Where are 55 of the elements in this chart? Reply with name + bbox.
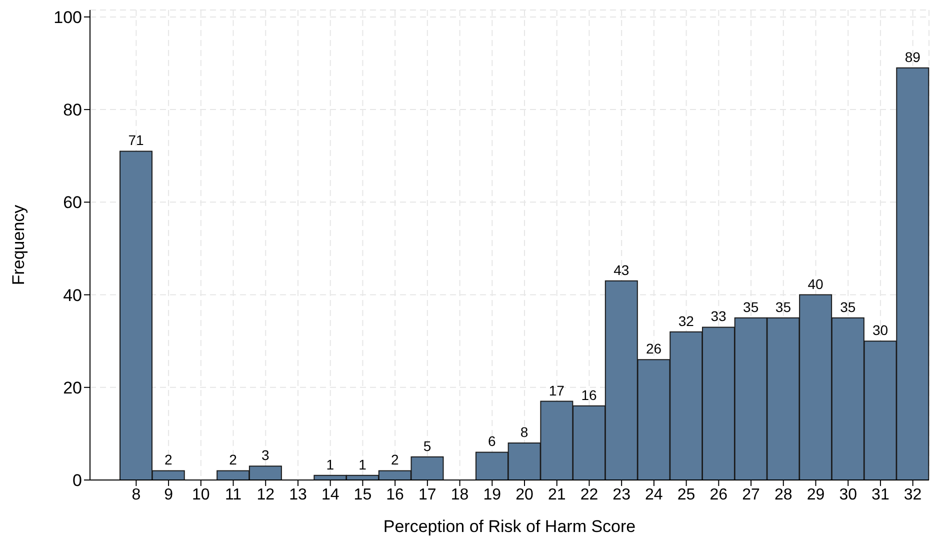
data-label: 26: [646, 340, 662, 357]
data-label: 17: [548, 382, 565, 398]
y-axis-title: Frequency: [9, 204, 28, 286]
x-tick-label: 15: [354, 486, 372, 504]
y-tick-label: 100: [54, 8, 82, 27]
y-tick-label: 0: [72, 471, 82, 490]
x-tick-label: 12: [256, 486, 275, 504]
data-label: 30: [872, 322, 888, 338]
y-tick-label: 60: [63, 193, 82, 212]
data-label: 35: [840, 298, 856, 315]
x-tick-label: 20: [516, 486, 534, 504]
x-tick-label: 24: [645, 486, 663, 504]
data-label: 33: [710, 308, 726, 324]
data-label: 16: [581, 386, 598, 403]
x-tick-label: 26: [710, 486, 728, 504]
data-label: 32: [678, 312, 694, 329]
x-tick-label: 32: [904, 486, 922, 504]
data-label: 1: [358, 456, 367, 472]
data-label: 2: [390, 452, 399, 468]
x-tick-label: 8: [132, 486, 141, 504]
data-label: 3: [262, 447, 270, 464]
data-label: 2: [164, 452, 172, 468]
y-tick-label: 20: [63, 378, 82, 398]
x-tick-label: 14: [321, 486, 340, 504]
data-label: 35: [743, 298, 759, 315]
x-tick-label: 16: [386, 486, 404, 504]
x-tick-label: 13: [289, 486, 307, 504]
data-label: 1: [326, 456, 334, 472]
data-label: 40: [808, 276, 824, 292]
x-tick-label: 28: [774, 486, 792, 504]
x-tick-label: 9: [164, 486, 174, 504]
x-tick-label: 10: [192, 486, 210, 504]
data-label: 6: [488, 433, 496, 450]
x-tick-label: 27: [742, 486, 760, 504]
x-tick-label: 22: [580, 486, 598, 504]
data-label: 89: [904, 48, 921, 65]
x-tick-label: 25: [677, 486, 696, 504]
x-tick-label: 21: [548, 486, 566, 504]
data-label: 71: [128, 132, 144, 148]
data-label: 35: [775, 298, 792, 315]
x-tick-label: 29: [806, 486, 825, 504]
y-tick-label: 40: [63, 286, 82, 305]
x-tick-label: 18: [450, 486, 469, 504]
x-tick-label: 11: [224, 486, 242, 504]
data-label: 8: [520, 424, 528, 440]
x-tick-label: 17: [418, 486, 436, 504]
x-tick-label: 30: [839, 486, 858, 504]
x-tick-label: 19: [483, 486, 502, 504]
x-axis-title: Perception of Risk of Harm Score: [383, 517, 636, 536]
data-label: 2: [229, 452, 238, 468]
x-tick-label: 31: [872, 486, 890, 504]
x-tick-label: 23: [612, 486, 631, 504]
data-label: 5: [423, 438, 432, 454]
y-tick-label: 80: [63, 100, 82, 120]
data-label: 43: [614, 262, 630, 278]
